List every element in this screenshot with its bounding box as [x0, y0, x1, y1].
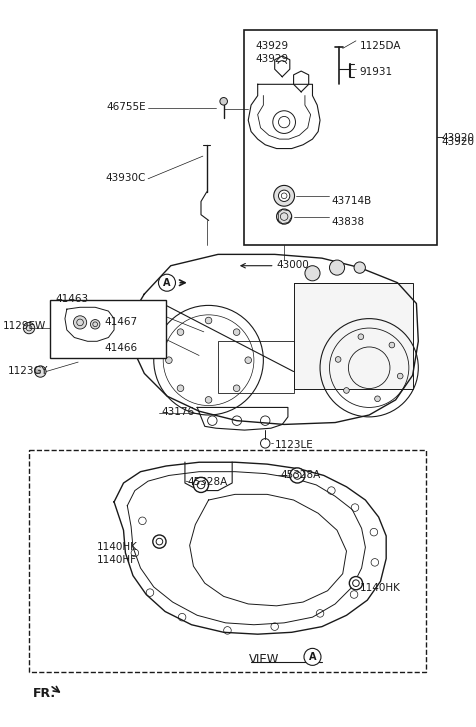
Circle shape — [233, 385, 240, 392]
Circle shape — [35, 366, 46, 377]
Text: 43714B: 43714B — [331, 196, 372, 206]
Text: 1140HF: 1140HF — [97, 555, 137, 565]
Circle shape — [397, 373, 403, 379]
Circle shape — [349, 577, 363, 590]
Text: 1129EW: 1129EW — [2, 321, 46, 331]
Circle shape — [277, 209, 292, 224]
Circle shape — [166, 357, 172, 364]
Text: 1140HK: 1140HK — [97, 542, 138, 552]
Text: 43920: 43920 — [442, 134, 475, 143]
Bar — [294, 283, 413, 388]
Circle shape — [205, 396, 212, 403]
Text: 43929: 43929 — [256, 41, 289, 51]
Text: VIEW: VIEW — [249, 653, 279, 666]
Text: 43929: 43929 — [256, 54, 289, 64]
Text: A: A — [309, 652, 316, 662]
Text: 1125DA: 1125DA — [360, 41, 401, 51]
Circle shape — [344, 387, 349, 393]
Circle shape — [159, 274, 176, 292]
Text: 1123GY: 1123GY — [8, 366, 49, 376]
Text: 46755E: 46755E — [107, 103, 146, 112]
Bar — [50, 300, 166, 358]
Circle shape — [335, 357, 341, 362]
Text: FR.: FR. — [33, 687, 56, 700]
Circle shape — [290, 468, 305, 483]
Circle shape — [354, 262, 366, 273]
Circle shape — [177, 329, 184, 335]
Circle shape — [358, 334, 364, 340]
Circle shape — [329, 260, 345, 275]
Text: 43176: 43176 — [161, 407, 194, 417]
Circle shape — [90, 320, 100, 329]
Text: 1140HK: 1140HK — [360, 583, 401, 593]
Text: 45328A: 45328A — [188, 478, 228, 487]
Circle shape — [73, 316, 87, 329]
Text: 43930C: 43930C — [106, 173, 146, 183]
Circle shape — [177, 385, 184, 392]
Circle shape — [193, 478, 208, 492]
Bar — [29, 450, 426, 672]
Bar — [218, 341, 294, 393]
Text: 1123LE: 1123LE — [275, 440, 313, 449]
Text: 91931: 91931 — [360, 68, 393, 77]
Circle shape — [245, 357, 251, 364]
Text: 43000: 43000 — [277, 260, 309, 270]
Text: 41467: 41467 — [105, 317, 138, 326]
Text: A: A — [163, 278, 171, 288]
Bar — [245, 30, 437, 245]
Circle shape — [375, 396, 380, 401]
Circle shape — [274, 185, 295, 206]
Circle shape — [23, 322, 35, 334]
Circle shape — [389, 342, 395, 348]
Text: 41463: 41463 — [56, 294, 89, 304]
Circle shape — [153, 535, 166, 548]
Text: 41466: 41466 — [105, 343, 138, 353]
Text: 43838: 43838 — [331, 217, 365, 227]
Circle shape — [220, 97, 228, 105]
Circle shape — [278, 190, 290, 201]
Circle shape — [233, 329, 240, 335]
Text: 45328A: 45328A — [280, 470, 321, 480]
Circle shape — [305, 265, 320, 281]
Text: 43920: 43920 — [442, 137, 475, 147]
Circle shape — [205, 317, 212, 324]
Circle shape — [304, 648, 321, 665]
